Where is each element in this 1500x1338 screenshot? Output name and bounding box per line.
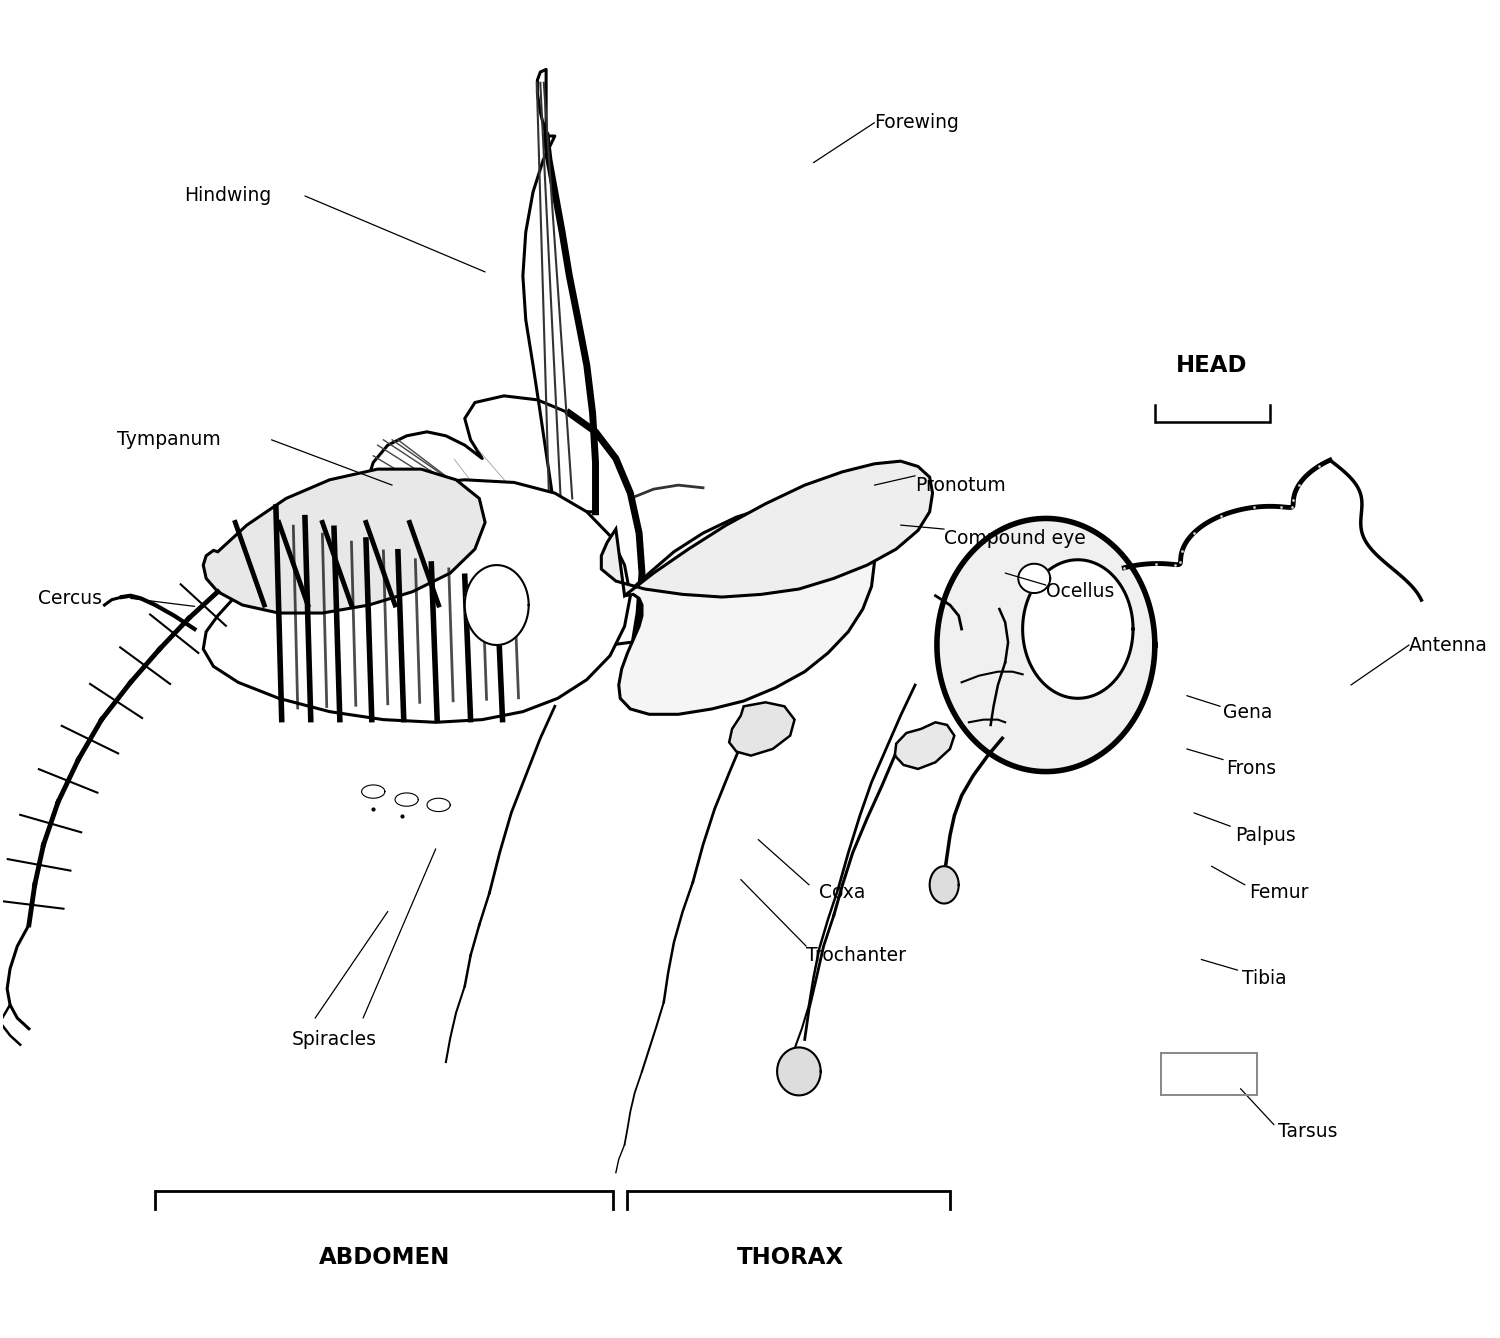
Polygon shape xyxy=(777,1048,820,1096)
Polygon shape xyxy=(620,502,874,714)
Polygon shape xyxy=(394,793,418,807)
Text: Cercus: Cercus xyxy=(38,589,102,607)
Text: Antenna: Antenna xyxy=(1408,636,1488,654)
Text: Compound eye: Compound eye xyxy=(944,529,1086,549)
Polygon shape xyxy=(204,480,630,723)
Polygon shape xyxy=(1023,559,1132,698)
Text: ABDOMEN: ABDOMEN xyxy=(320,1247,450,1270)
Text: Hindwing: Hindwing xyxy=(184,186,272,206)
Text: Forewing: Forewing xyxy=(874,114,960,132)
Polygon shape xyxy=(896,723,954,769)
Text: Ocellus: Ocellus xyxy=(1046,582,1114,601)
Text: Tarsus: Tarsus xyxy=(1278,1121,1338,1141)
Text: HEAD: HEAD xyxy=(1176,353,1246,377)
Text: THORAX: THORAX xyxy=(736,1247,843,1270)
Polygon shape xyxy=(366,396,642,649)
Text: Femur: Femur xyxy=(1250,883,1310,902)
Polygon shape xyxy=(204,470,484,613)
Text: Tympanum: Tympanum xyxy=(117,431,220,450)
Text: Palpus: Palpus xyxy=(1234,826,1296,846)
Text: Tibia: Tibia xyxy=(1242,969,1287,987)
Polygon shape xyxy=(729,702,795,756)
Text: Frons: Frons xyxy=(1226,760,1276,779)
Polygon shape xyxy=(427,799,450,812)
Text: Spiracles: Spiracles xyxy=(291,1030,376,1049)
Polygon shape xyxy=(524,70,596,511)
Polygon shape xyxy=(362,785,386,799)
Text: Gena: Gena xyxy=(1222,704,1272,723)
Polygon shape xyxy=(465,565,528,645)
Text: Coxa: Coxa xyxy=(819,883,866,902)
Polygon shape xyxy=(1019,563,1050,593)
Polygon shape xyxy=(938,518,1155,772)
Polygon shape xyxy=(930,866,958,903)
Polygon shape xyxy=(602,462,933,597)
Text: Trochanter: Trochanter xyxy=(806,946,906,965)
Text: Pronotum: Pronotum xyxy=(915,475,1007,495)
